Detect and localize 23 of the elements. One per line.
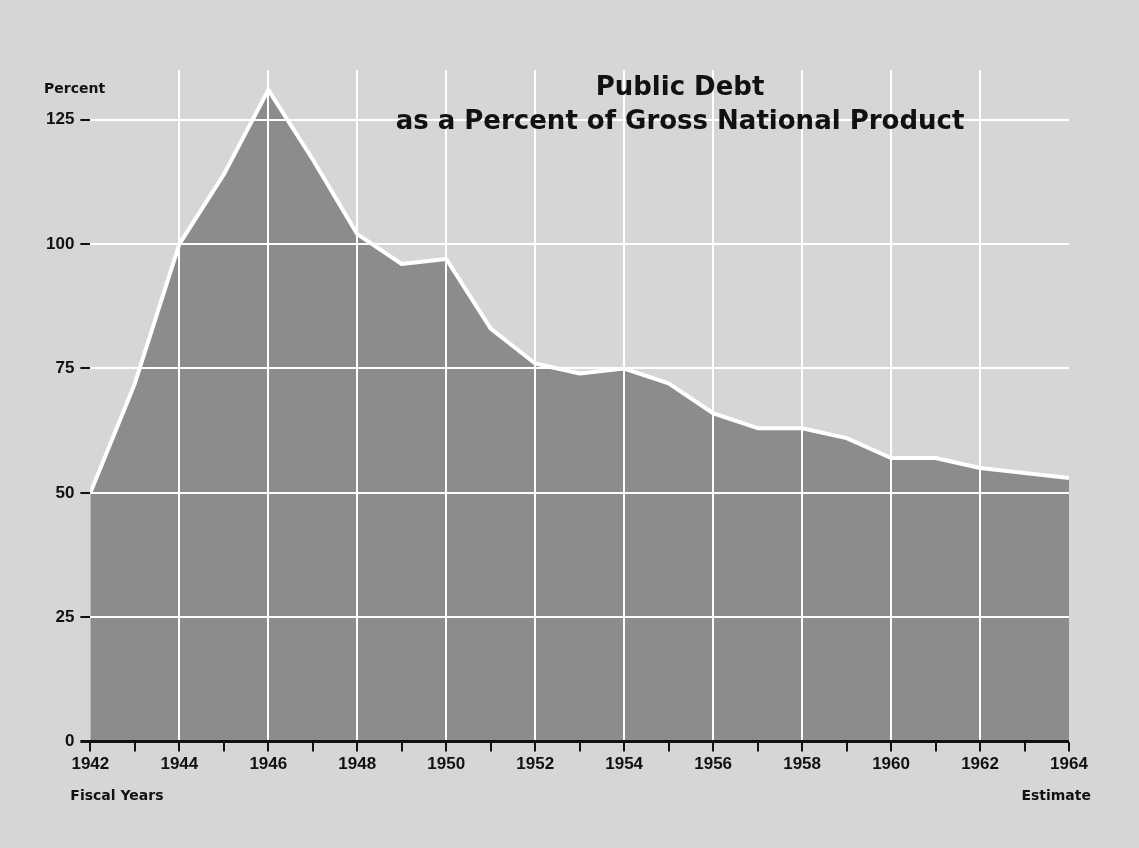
x-tick-label: 1942 [71, 754, 110, 774]
x-tick-label: 1950 [427, 754, 466, 774]
y-tick-label: 50 [55, 482, 75, 502]
x-tick-label: 1964 [1050, 754, 1089, 774]
x-tick-label: 1946 [249, 754, 288, 774]
y-tick-label: 75 [55, 358, 75, 378]
chart-title: Public Debt [594, 70, 766, 103]
x-tick-label: 1962 [961, 754, 999, 774]
y-tick-label: 0 [64, 731, 75, 751]
x-tick-label: 1954 [605, 754, 644, 774]
y-tick-label: 25 [55, 606, 75, 626]
x-tick-label: 1958 [783, 754, 822, 774]
y-axis-title: Percent [44, 80, 106, 96]
x-tick-label: 1944 [160, 754, 199, 774]
y-tick-label: 100 [45, 233, 75, 253]
x-tick-label: 1948 [338, 754, 377, 774]
text: as a Percent of Gross National Product [394, 103, 966, 137]
x-tick-label: 1952 [516, 754, 555, 774]
text: Fiscal Years [70, 787, 164, 803]
text: Estimate [1021, 787, 1091, 803]
x-tick-label: 1960 [872, 754, 910, 774]
x-tick-label: 1956 [694, 754, 733, 774]
y-tick-label: 125 [45, 109, 75, 129]
